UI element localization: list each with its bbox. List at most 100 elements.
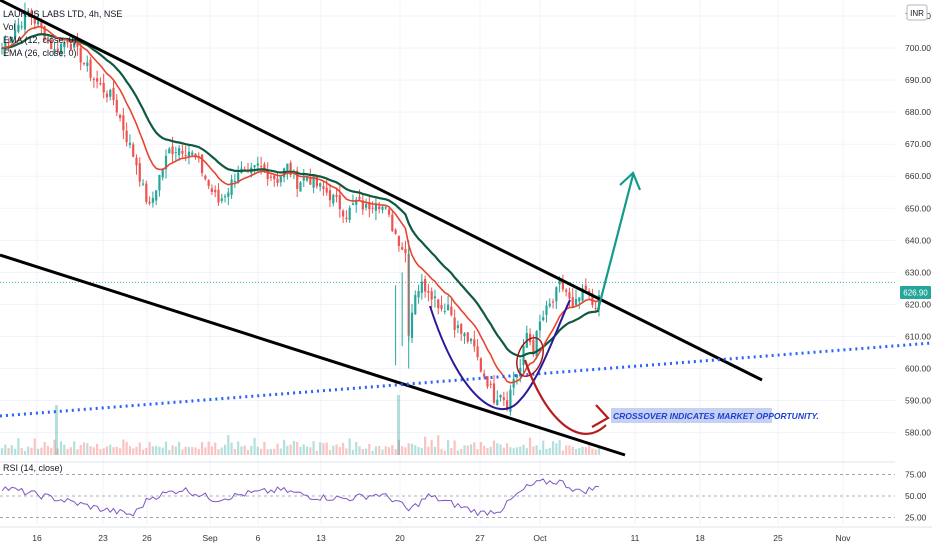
volume-bar [10,445,13,455]
volume-bar [50,447,53,455]
volume-bar [450,447,453,455]
volume-bar [256,446,259,455]
volume-bar [187,447,191,455]
annotation[interactable]: CROSSOVER INDICATES MARKET OPPORTUNITY. [611,408,819,423]
volume-bar [210,446,214,455]
drawing-tools[interactable] [0,0,932,457]
volume-bar [591,448,594,455]
volume-bar [394,449,397,455]
volume-bar [483,445,486,455]
ema26-line [1,32,600,358]
volume-bar [319,442,322,455]
breakout-arrow [596,174,635,311]
ema26-legend: EMA (26, close, 0) [3,48,77,58]
volume-bar [312,441,315,455]
volume-bar [76,449,79,455]
candle-body [571,297,574,308]
volume-bar [548,447,551,455]
symbol-title: LAURUS LABS LTD, 4h, NSE [3,9,122,19]
volume-bar [33,438,36,455]
volume-bar [55,405,58,455]
volume-bar [0,448,4,455]
volume-bar [302,444,305,455]
rsi-tick-label: 50.00 [905,491,927,501]
volume-bar [512,448,515,455]
volume-bar [181,449,184,455]
volume-bar [197,448,200,455]
candle-body [86,62,89,67]
candle-body [4,42,7,49]
candle-body [394,229,397,234]
candle-body [437,299,440,309]
candle-body [96,78,99,82]
candle-body [296,170,299,189]
volume-bar [397,395,400,455]
volume-bar [332,445,335,455]
volume-bar [532,446,535,455]
volume-bar [56,448,59,455]
price-marker: 626.90 [900,286,931,299]
volume-bar [92,447,95,455]
volume-bar [489,446,492,455]
candle-body [581,288,584,301]
volume-bar [479,442,482,455]
currency-button[interactable]: INR [906,4,928,21]
volume-bar [384,446,387,455]
candle-body [23,11,27,30]
volume-bar [551,441,555,455]
legend: LAURUS LABS LTD, 4h, NSE Vol EMA (12, cl… [3,9,122,473]
price-tick-label: 630.00 [905,267,931,277]
volume-bar [364,448,368,455]
rsi-line [1,478,600,517]
candle-body [178,148,181,156]
candle-body [417,290,420,298]
time-axis[interactable]: 16 23 26 Sep 6 13 20 27 Oct 11 18 25 Nov [0,526,932,543]
date-tick-label: 13 [316,533,326,543]
price-tick-label: 640.00 [905,235,931,245]
volume-legend: Vol [3,22,16,32]
price-tick-label: 580.00 [905,428,931,438]
breakout-arrowhead [619,171,642,191]
volume-bar [542,440,545,455]
volume-bar [397,439,400,455]
price-tick-label: 670.00 [905,139,931,149]
candle-body [227,192,230,197]
volume-bar [36,448,40,455]
crossover-circle [516,337,544,377]
volume-bar [348,438,351,455]
candle-body [584,285,587,290]
volume-bar [276,443,279,455]
price-marker-bg [900,286,931,299]
volume-bar [342,442,345,455]
candle-body [20,26,23,28]
volume-bar [361,449,364,455]
volume-bar [391,445,394,455]
volume-bar [430,440,433,455]
volume-bar [417,447,420,455]
candle-body [440,305,443,309]
candle-body [132,144,135,157]
volume-bar [227,435,230,455]
candle-body [361,200,364,210]
volume-bar [460,448,463,455]
volume-bar [574,448,578,455]
volume-bar [473,442,476,455]
candle-body [204,175,207,180]
volume-bar [145,447,148,455]
candle-body [118,115,122,118]
volume-bar [374,446,378,455]
candle-body [17,24,20,32]
candle-body [305,176,309,181]
volume-bar [207,441,210,455]
volume-bar [358,446,361,455]
candle-body [151,197,154,203]
candle-body [479,358,482,372]
volume-bar [118,448,122,455]
candle-body [332,194,335,204]
candle-body [568,292,571,299]
candle-body [289,162,292,175]
price-axis[interactable]: 710.00700.00690.00680.00670.00660.00650.… [905,11,931,522]
candle-body [40,22,43,27]
candle-body [174,152,177,154]
